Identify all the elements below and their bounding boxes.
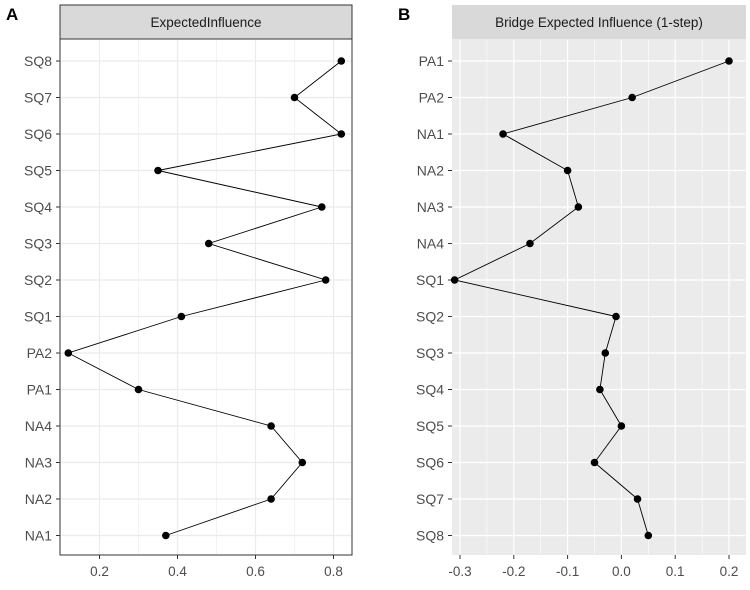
plot-panel xyxy=(59,38,353,556)
y-tick-label: SQ4 xyxy=(24,199,52,215)
data-point xyxy=(267,495,275,503)
data-point xyxy=(596,385,604,394)
y-tick-label: SQ6 xyxy=(24,126,52,142)
y-tick-label: SQ7 xyxy=(24,90,52,106)
data-point xyxy=(162,531,170,540)
x-tick-label: 0.2 xyxy=(90,564,109,579)
data-point xyxy=(290,93,299,102)
data-point xyxy=(499,130,507,138)
data-point xyxy=(633,495,642,503)
panel-a-letter: A xyxy=(6,5,18,24)
x-tick-label: 0.1 xyxy=(666,564,685,579)
y-tick-label: SQ8 xyxy=(416,528,444,544)
x-tick-label: 0.0 xyxy=(612,564,631,579)
y-tick-label: SQ3 xyxy=(24,236,52,252)
data-point xyxy=(337,130,346,138)
data-point xyxy=(134,385,143,394)
y-tick-label: NA2 xyxy=(417,163,444,179)
y-tick-label: NA2 xyxy=(25,491,52,507)
data-point xyxy=(267,422,275,430)
y-tick-label: NA3 xyxy=(25,455,52,471)
y-tick-label: NA4 xyxy=(25,418,52,434)
y-tick-label: SQ2 xyxy=(416,309,444,325)
y-tick-label: PA2 xyxy=(419,90,445,106)
data-point xyxy=(574,203,583,211)
panel-a: A ExpectedInfluence 0.2 0.4 0.6 0.8 SQ8 SQ7 SQ6… xyxy=(6,4,353,579)
facet-title: ExpectedInfluence xyxy=(150,15,261,30)
y-tick-label: SQ1 xyxy=(24,309,52,325)
data-point xyxy=(154,166,162,175)
y-tick-label: SQ1 xyxy=(416,272,444,288)
x-tick-label: -0.2 xyxy=(502,564,525,579)
x-tick-label: -0.1 xyxy=(556,564,579,579)
data-point xyxy=(337,57,346,65)
data-point xyxy=(177,312,186,321)
y-tick-label: NA3 xyxy=(417,199,444,215)
y-tick-label: PA2 xyxy=(27,345,53,361)
data-point xyxy=(644,531,653,540)
data-point xyxy=(628,93,636,102)
data-point xyxy=(617,422,626,430)
y-tick-label: PA1 xyxy=(419,53,445,69)
y-tick-label: SQ3 xyxy=(416,345,444,361)
y-tick-label: SQ5 xyxy=(24,163,52,179)
data-point xyxy=(298,458,307,467)
y-tick-label: SQ8 xyxy=(24,53,52,69)
y-tick-label: SQ6 xyxy=(416,455,444,471)
x-tick-label: 0.2 xyxy=(720,564,739,579)
facet-strip xyxy=(59,4,353,40)
y-tick-label: SQ2 xyxy=(24,272,52,288)
y-tick-label: NA1 xyxy=(25,528,52,544)
x-tick-label: 0.4 xyxy=(168,564,187,579)
y-tick-label: SQ7 xyxy=(416,491,444,507)
data-point xyxy=(563,166,572,175)
data-point xyxy=(321,276,330,284)
x-tick-label: 0.8 xyxy=(324,564,343,579)
y-tick-label: NA1 xyxy=(417,126,444,142)
y-tick-label: SQ5 xyxy=(416,418,444,434)
panel-b: B Bridge Expected Influence (1-step) -0.3… xyxy=(398,5,746,579)
y-tick-label: SQ4 xyxy=(416,382,444,398)
facet-title: Bridge Expected Influence (1-step) xyxy=(495,15,703,30)
y-tick-label: NA4 xyxy=(417,236,444,252)
panel-b-letter: B xyxy=(398,5,410,24)
series-line xyxy=(453,60,730,536)
data-point xyxy=(64,349,73,357)
y-tick-label: PA1 xyxy=(27,382,53,398)
data-point xyxy=(612,312,620,321)
facet-strip xyxy=(452,5,746,39)
data-point xyxy=(204,239,213,248)
data-point xyxy=(725,57,733,65)
series-line xyxy=(67,60,343,536)
data-point xyxy=(450,276,459,284)
plot-panel xyxy=(452,39,746,555)
data-point xyxy=(526,239,534,248)
x-tick-label: 0.6 xyxy=(246,564,265,579)
data-point xyxy=(318,203,326,211)
data-point xyxy=(601,349,610,357)
x-tick-label: -0.3 xyxy=(448,564,471,579)
data-point xyxy=(590,458,599,467)
